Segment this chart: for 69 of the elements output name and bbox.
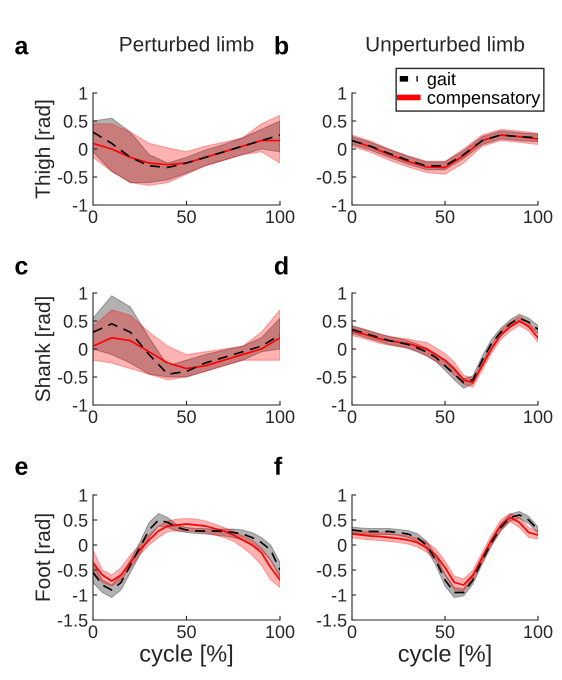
y-tick-label: -1.5 bbox=[58, 614, 88, 627]
y-tick-label: -1 bbox=[72, 399, 88, 412]
x-tick-label: 0 bbox=[88, 625, 98, 638]
y-tick-label: 0 bbox=[78, 142, 88, 156]
y-tick-label: 1 bbox=[338, 87, 346, 100]
y-tick-label: -0.5 bbox=[58, 564, 88, 577]
line-series bbox=[93, 131, 280, 168]
x-tick-label: 0 bbox=[348, 410, 356, 424]
y-tick-label: 0.5 bbox=[322, 114, 346, 128]
line-series bbox=[93, 322, 280, 376]
y-tick-label: -0.5 bbox=[316, 564, 346, 577]
y-tick-label: -1 bbox=[332, 399, 346, 412]
y-tick-label: 0 bbox=[338, 342, 346, 356]
y-axis-title: Foot [rad] bbox=[34, 514, 54, 600]
text: a bbox=[15, 40, 29, 54]
y-tick-label: -0.5 bbox=[58, 370, 88, 384]
y-tick-label: 1 bbox=[338, 287, 346, 300]
y-tick-label: 0 bbox=[338, 538, 346, 552]
x-tick-label: 50 bbox=[177, 210, 196, 224]
y-tick-label: -1 bbox=[332, 199, 346, 212]
y-axis-title: Shank [rad] bbox=[34, 297, 54, 402]
text: d bbox=[274, 256, 288, 275]
x-tick-label: 100 bbox=[266, 410, 294, 424]
x-tick-label: 0 bbox=[88, 410, 98, 424]
x-axis-title: cycle [%] bbox=[140, 644, 232, 666]
y-tick-label: 1 bbox=[79, 489, 88, 502]
text: e bbox=[15, 461, 28, 476]
x-axis-title: cycle [%] bbox=[398, 644, 491, 666]
y-tick-label: 0.5 bbox=[64, 314, 88, 328]
text: b bbox=[276, 36, 288, 54]
x-tick-label: 100 bbox=[524, 210, 552, 224]
y-tick-label: -0.5 bbox=[316, 170, 346, 184]
y-tick-label: -1.5 bbox=[316, 614, 346, 627]
y-tick-label: 1 bbox=[79, 287, 88, 300]
y-tick-label: -1 bbox=[332, 589, 346, 602]
x-tick-label: 50 bbox=[177, 625, 196, 638]
line-series bbox=[93, 336, 280, 370]
y-tick-label: -0.5 bbox=[316, 370, 346, 384]
y-tick-label: 0.5 bbox=[322, 314, 346, 328]
y-tick-label: 0 bbox=[78, 342, 88, 356]
y-tick-label: -1 bbox=[72, 199, 88, 212]
line-series bbox=[93, 523, 280, 582]
y-tick-label: -0.5 bbox=[58, 170, 88, 184]
y-tick-label: 0.5 bbox=[322, 514, 346, 527]
x-tick-label: 100 bbox=[266, 210, 294, 224]
x-tick-label: 0 bbox=[88, 210, 98, 224]
x-tick-label: 50 bbox=[436, 210, 454, 224]
y-tick-label: 1 bbox=[338, 489, 346, 502]
x-tick-label: 100 bbox=[266, 625, 294, 638]
x-tick-label: 50 bbox=[177, 410, 196, 424]
y-tick-label: 0 bbox=[338, 142, 346, 156]
chart-title: Perturbed limb bbox=[120, 36, 254, 52]
legend-label: compensatory bbox=[428, 92, 540, 108]
y-tick-label: 0.5 bbox=[64, 114, 88, 128]
x-tick-label: 100 bbox=[524, 410, 552, 424]
y-tick-label: 1 bbox=[79, 87, 88, 100]
text: f bbox=[274, 456, 282, 475]
x-tick-label: 0 bbox=[348, 625, 356, 638]
x-tick-label: 100 bbox=[524, 625, 552, 638]
x-tick-label: 50 bbox=[436, 625, 454, 638]
y-tick-label: -1 bbox=[72, 589, 88, 602]
y-tick-label: 0.5 bbox=[64, 514, 88, 527]
x-tick-label: 0 bbox=[348, 210, 356, 224]
y-tick-label: 0 bbox=[78, 538, 88, 552]
x-tick-label: 50 bbox=[436, 410, 454, 424]
y-axis-title: Thigh [rad] bbox=[34, 100, 54, 198]
legend-label: gait bbox=[428, 72, 456, 89]
chart-title: Unperturbed limb bbox=[366, 36, 524, 56]
text: c bbox=[15, 260, 28, 275]
